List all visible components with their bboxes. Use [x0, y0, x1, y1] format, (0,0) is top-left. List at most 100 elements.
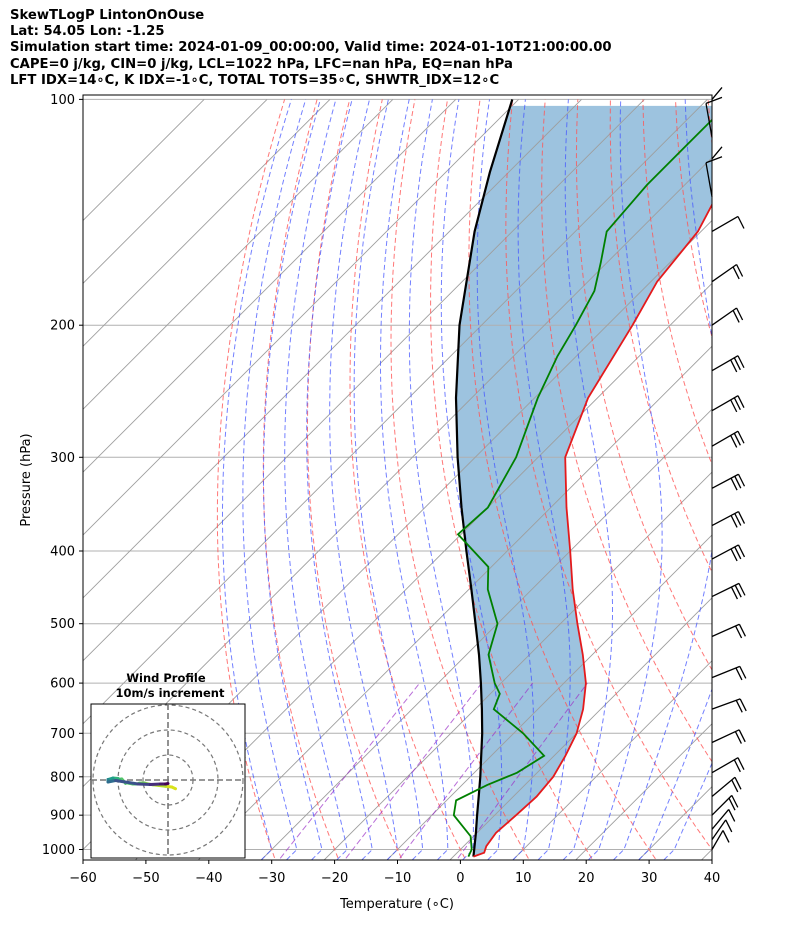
dry-adiabat [216, 99, 286, 860]
dry-adiabat [349, 99, 467, 860]
moist-adiabat [353, 99, 424, 860]
time-line: Simulation start time: 2024-01-09_00:00:… [10, 40, 612, 56]
isotherm-line [700, 848, 712, 860]
y-tick-label: 600 [50, 677, 75, 692]
chart-title: SkewTLogP LintonOnOuse [10, 8, 205, 23]
x-tick-label: −60 [69, 871, 96, 886]
wind-barb [711, 215, 745, 233]
isotherm-line [83, 99, 519, 536]
isotherm-line [575, 723, 712, 860]
moist-adiabat [562, 99, 613, 860]
temperature-line [473, 202, 712, 858]
x-tick-label: −40 [195, 871, 222, 886]
x-tick-label: 20 [578, 871, 595, 886]
wind-barb [711, 665, 747, 681]
isotherm-line [260, 408, 712, 860]
moist-adiabat [517, 99, 571, 860]
moist-adiabat [612, 99, 712, 860]
hodograph-title: Wind Profile [126, 671, 206, 685]
isotherm-line [759, 99, 794, 865]
wind-barb [711, 757, 745, 774]
x-tick-label: 40 [704, 871, 721, 886]
dry-adiabat [642, 99, 712, 466]
moist-adiabat [587, 99, 663, 860]
dry-adiabat [541, 99, 712, 763]
isotherm-line [386, 534, 712, 860]
wind-barb [711, 729, 746, 744]
moist-adiabat [306, 99, 373, 860]
location-line: Lat: 54.05 Lon: -1.25 [10, 24, 165, 40]
wind-barb [711, 809, 736, 830]
y-tick-label: 200 [50, 319, 75, 334]
wind-barb [705, 146, 723, 197]
wind-barb [711, 623, 746, 639]
x-tick-label: 10 [515, 871, 532, 886]
wind-barb [711, 263, 744, 283]
dry-adiabat [707, 99, 712, 148]
x-tick-label: −10 [384, 871, 411, 886]
isotherm-line [83, 99, 394, 410]
x-tick-label: 30 [641, 871, 658, 886]
mixing-ratio-line [397, 682, 534, 860]
hodograph-segment [114, 779, 140, 786]
moist-adiabat [263, 99, 323, 860]
isotherm-line [512, 660, 712, 860]
dry-adiabat [430, 99, 594, 860]
y-tick-label: 100 [50, 93, 75, 108]
wind-barb [711, 776, 742, 798]
wind-barb [711, 430, 745, 448]
isotherm-line [83, 99, 582, 599]
isotherm-line [83, 99, 268, 285]
y-tick-label: 1000 [42, 843, 75, 858]
wind-barb [711, 544, 746, 562]
cin-shading [456, 105, 712, 857]
x-tick-label: −20 [321, 871, 348, 886]
wind-barb [711, 510, 746, 528]
wind-barb [711, 307, 744, 326]
moist-adiabat [380, 99, 449, 860]
isotherm-line [83, 99, 457, 473]
hodograph-segment [136, 782, 152, 786]
hodograph-segment [149, 782, 162, 786]
isotherm-line [83, 99, 331, 347]
wind-barb [711, 819, 733, 840]
wind-barb [711, 794, 739, 816]
y-tick-label: 700 [50, 727, 75, 742]
indices-line: LFT IDX=14∘C, K IDX=-1∘C, TOTAL TOTS=35∘… [10, 72, 500, 88]
wind-barb [711, 473, 746, 491]
moist-adiabat [222, 99, 292, 860]
mixing-ratio-line [455, 682, 588, 860]
hodograph-subtitle: 10m/s increment [116, 686, 225, 700]
chart-header: SkewTLogP LintonOnOuse Lat: 54.05 Lon: -… [10, 8, 612, 89]
x-tick-label: −30 [258, 871, 285, 886]
hodograph-segment [164, 782, 170, 786]
moist-adiabat [284, 99, 348, 860]
dry-adiabat [773, 99, 794, 865]
moist-adiabat [242, 99, 307, 860]
hodograph-inset: Wind Profile 10m/s increment [90, 671, 246, 859]
isotherm-line [323, 471, 712, 860]
x-tick-label: −50 [132, 871, 159, 886]
wind-barb [711, 830, 730, 850]
y-tick-label: 500 [50, 617, 75, 632]
cape-line: CAPE=0 j/kg, CIN=0 j/kg, LCL=1022 hPa, L… [10, 56, 513, 72]
y-tick-label: 900 [50, 809, 75, 824]
y-tick-label: 400 [50, 545, 75, 560]
wind-barb [711, 355, 745, 373]
dry-adiabat [307, 99, 403, 860]
moist-adiabat [329, 99, 399, 860]
dry-adiabat [262, 99, 340, 860]
y-tick-label: 300 [50, 451, 75, 466]
isotherm-line [449, 597, 712, 860]
x-axis-label: Temperature (∘C) [339, 897, 454, 912]
wind-barb [711, 582, 746, 600]
dry-adiabat [741, 99, 794, 865]
isotherm-line [83, 99, 645, 662]
y-axis-label: Pressure (hPa) [19, 433, 34, 526]
moist-adiabat [408, 99, 474, 860]
y-tick-label: 800 [50, 770, 75, 785]
dewpoint-line [452, 118, 712, 857]
dry-adiabat [468, 99, 657, 860]
isotherm-line [83, 99, 708, 725]
